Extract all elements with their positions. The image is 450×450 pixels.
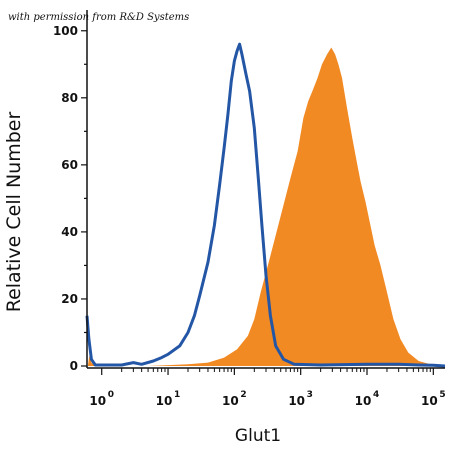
x-tick-label: 10 [156,394,173,408]
x-tick-label: 10 [288,394,305,408]
y-tick-label: 40 [61,225,78,239]
x-tick-exponent: 2 [240,390,246,400]
x-tick-exponent: 3 [307,390,313,400]
y-tick-label: 60 [61,158,78,172]
y-tick-label: 20 [61,292,78,306]
x-tick-exponent: 4 [373,390,379,400]
x-tick-exponent: 5 [439,390,445,400]
plot-area [85,42,446,368]
x-tick-label: 10 [222,394,239,408]
y-tick-label: 0 [70,359,78,373]
x-tick-label: 10 [355,394,372,408]
x-tick-label: 10 [421,394,438,408]
x-tick-label: 10 [89,394,106,408]
series-1-outline-histogram [85,42,446,368]
x-axis-label: Glut1 [235,426,281,446]
x-tick-exponent: 0 [108,390,114,400]
x-tick-exponent: 1 [174,390,180,400]
series-0-filled-histogram [87,47,446,366]
y-tick-label: 100 [53,24,78,38]
permission-watermark: with permission from R&D Systems [8,12,189,23]
y-axis-label: Relative Cell Number [3,112,25,313]
y-tick-label: 80 [61,91,78,105]
